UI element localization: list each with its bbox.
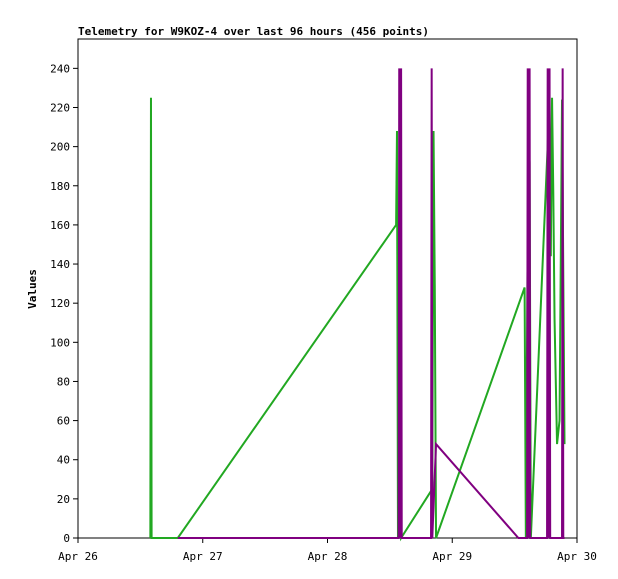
y-tick-label: 240 [50, 62, 70, 75]
y-tick-label: 120 [50, 297, 70, 310]
plot-frame [77, 38, 578, 539]
y-axis-label: Values [26, 269, 39, 309]
y-tick-label: 60 [57, 415, 70, 428]
x-tick-label: Apr 26 [58, 550, 98, 563]
y-tick-label: 160 [50, 219, 70, 232]
y-tick-label: 100 [50, 336, 70, 349]
y-tick-label: 200 [50, 141, 70, 154]
y-tick-label: 80 [57, 375, 70, 388]
y-tick-label: 180 [50, 180, 70, 193]
y-tick-label: 140 [50, 258, 70, 271]
y-tick-label: 220 [50, 101, 70, 114]
x-tick-label: Apr 27 [183, 550, 223, 563]
y-tick-label: 0 [63, 532, 70, 545]
chart-title: Telemetry for W9KOZ-4 over last 96 hours… [78, 25, 429, 38]
x-tick-label: Apr 29 [432, 550, 472, 563]
x-tick-label: Apr 28 [308, 550, 348, 563]
series-line [149, 97, 566, 542]
x-tick-label: Apr 30 [557, 550, 597, 563]
series-line [177, 68, 565, 539]
y-tick-label: 20 [57, 493, 70, 506]
y-tick-label: 40 [57, 454, 70, 467]
